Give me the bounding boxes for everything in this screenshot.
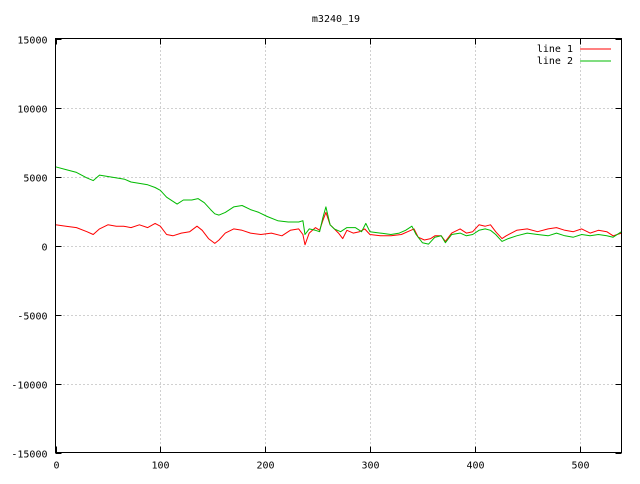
chart-title: m3240_19 xyxy=(312,14,360,25)
x-tick-label: 400 xyxy=(466,461,484,472)
y-tick-label: 15000 xyxy=(17,36,47,47)
x-tick-label: 500 xyxy=(571,461,589,472)
y-tick-label: -5000 xyxy=(17,312,47,323)
y-tick-label: -15000 xyxy=(11,450,47,461)
grid xyxy=(55,38,622,453)
series-line-1 xyxy=(55,211,622,246)
x-tick-label: 300 xyxy=(361,461,379,472)
legend-label-2: line 2 xyxy=(537,56,573,67)
x-tick-label: 200 xyxy=(256,461,274,472)
ticks: 0 100 200 300 400 500 -15000 -10000 -5000 0 5000 10… xyxy=(11,36,622,472)
y-tick-label: 5000 xyxy=(23,174,47,185)
plot-frame xyxy=(55,38,622,453)
series-group xyxy=(55,166,622,246)
x-tick-label: 0 xyxy=(53,461,59,472)
legend-label-1: line 1 xyxy=(537,44,573,55)
series-line-2 xyxy=(55,166,622,245)
y-tick-label: -10000 xyxy=(11,381,47,392)
y-tick-label: 10000 xyxy=(17,105,47,116)
x-tick-label: 100 xyxy=(151,461,169,472)
y-tick-label: 0 xyxy=(41,243,47,254)
